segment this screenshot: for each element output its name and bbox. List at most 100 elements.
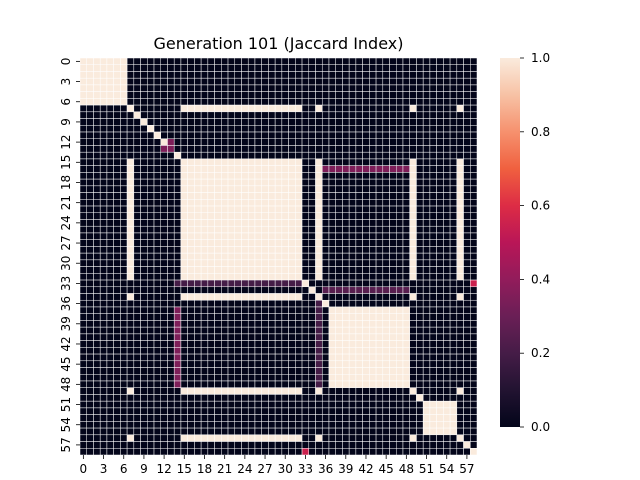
heatmap-cell — [241, 448, 249, 456]
heatmap-cell — [274, 421, 283, 429]
heatmap-cell — [402, 434, 410, 442]
heatmap-cell — [261, 387, 269, 395]
heatmap-cell — [153, 98, 162, 106]
heatmap-cell — [429, 320, 437, 328]
heatmap-cell — [86, 320, 94, 328]
heatmap-cell — [133, 84, 141, 92]
heatmap-cell — [443, 145, 451, 153]
heatmap-cell — [443, 340, 451, 348]
heatmap-cell — [140, 64, 148, 72]
heatmap-cell — [456, 151, 464, 160]
heatmap-cell — [268, 178, 276, 187]
heatmap-cell — [328, 293, 336, 301]
heatmap-cell — [153, 225, 162, 234]
heatmap-cell — [301, 320, 310, 328]
heatmap-cell — [422, 118, 431, 126]
heatmap-cell — [396, 427, 404, 436]
heatmap-cell — [254, 125, 262, 133]
heatmap-cell — [396, 199, 404, 207]
heatmap-cell — [241, 57, 249, 65]
heatmap-cell — [268, 246, 276, 254]
heatmap-cell — [295, 165, 303, 173]
heatmap-cell — [227, 57, 236, 65]
heatmap-cell — [429, 118, 437, 126]
heatmap-cell — [321, 266, 330, 274]
heatmap-cell — [268, 199, 276, 207]
heatmap-cell — [443, 246, 451, 254]
heatmap-cell — [328, 394, 336, 402]
heatmap-cell — [456, 98, 464, 106]
heatmap-cell — [147, 131, 155, 140]
heatmap-cell — [449, 313, 458, 321]
heatmap-cell — [389, 64, 397, 72]
heatmap-cell — [389, 165, 397, 173]
heatmap-cell — [288, 407, 296, 415]
heatmap-cell — [355, 192, 363, 200]
heatmap-cell — [99, 158, 108, 166]
heatmap-cell — [106, 64, 114, 72]
heatmap-cell — [268, 293, 276, 301]
heatmap-cell — [247, 448, 256, 456]
heatmap-cell — [187, 313, 195, 321]
heatmap-cell — [207, 246, 215, 254]
heatmap-cell — [342, 286, 350, 294]
heatmap-cell — [126, 199, 135, 207]
heatmap-cell — [463, 347, 471, 355]
heatmap-cell — [106, 232, 114, 240]
heatmap-cell — [86, 219, 94, 227]
heatmap-cell — [443, 400, 451, 409]
heatmap-cell — [254, 434, 262, 442]
heatmap-cell — [409, 131, 417, 140]
heatmap-cell — [227, 279, 236, 288]
heatmap-cell — [187, 360, 195, 368]
heatmap-cell — [416, 326, 424, 335]
heatmap-cell — [429, 306, 437, 314]
heatmap-cell — [227, 104, 236, 113]
heatmap-cell — [422, 353, 431, 362]
heatmap-cell — [274, 111, 283, 119]
heatmap-cell — [147, 326, 155, 335]
heatmap-cell — [200, 441, 209, 449]
heatmap-cell — [194, 347, 202, 355]
heatmap-cell — [180, 145, 188, 153]
heatmap-cell — [281, 313, 289, 321]
heatmap-cell — [396, 286, 404, 294]
heatmap-cell — [234, 98, 242, 106]
heatmap-cell — [321, 320, 330, 328]
heatmap-cell — [321, 205, 330, 214]
heatmap-cell — [369, 185, 377, 193]
heatmap-cell — [369, 125, 377, 133]
heatmap-cell — [173, 286, 182, 294]
heatmap-cell — [416, 172, 424, 180]
heatmap-cell — [288, 333, 296, 341]
heatmap-cell — [227, 374, 236, 382]
heatmap-cell — [187, 178, 195, 187]
heatmap-cell — [348, 165, 357, 173]
heatmap-cell — [470, 232, 478, 240]
heatmap-cells — [79, 57, 478, 456]
heatmap-cell — [99, 441, 108, 449]
heatmap-cell — [147, 293, 155, 301]
heatmap-cell — [295, 232, 303, 240]
heatmap-cell — [369, 279, 377, 288]
heatmap-cell — [422, 199, 431, 207]
heatmap-cell — [126, 212, 135, 220]
heatmap-cell — [382, 118, 390, 126]
heatmap-cell — [200, 380, 209, 388]
heatmap-cell — [409, 313, 417, 321]
heatmap-cell — [140, 205, 148, 214]
heatmap-cell — [133, 421, 141, 429]
heatmap-cell — [207, 374, 215, 382]
heatmap-cell — [214, 448, 222, 456]
heatmap-cell — [396, 219, 404, 227]
heatmap-cell — [281, 259, 289, 267]
heatmap-cell — [328, 212, 336, 220]
heatmap-cell — [221, 414, 229, 422]
heatmap-cell — [396, 387, 404, 395]
heatmap-cell — [362, 326, 370, 335]
heatmap-cell — [355, 434, 363, 442]
heatmap-cell — [355, 427, 363, 436]
heatmap-cell — [247, 380, 256, 388]
heatmap-cell — [160, 347, 168, 355]
heatmap-cell — [389, 219, 397, 227]
